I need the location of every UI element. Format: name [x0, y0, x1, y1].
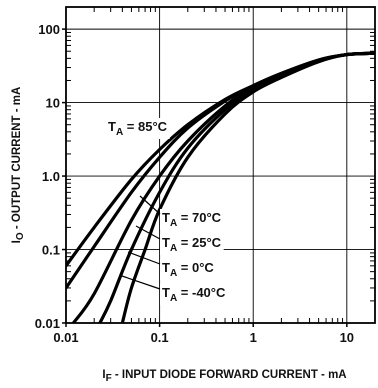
curve-label-bg-1: [160, 209, 224, 230]
curve-label-value: = 70°C: [177, 210, 221, 225]
curve-label-prefix: T: [162, 210, 170, 225]
x-axis-label: IF - INPUT DIODE FORWARD CURRENT - mA: [102, 369, 346, 384]
x-axis-label-sub: F: [106, 373, 112, 384]
y-axis-label-sub: O: [15, 232, 26, 240]
curve-label-value: = 85°C: [123, 119, 167, 134]
y-tick-label-4: 100: [38, 22, 60, 37]
curve-label-2: TA = 25°C: [162, 235, 222, 254]
x-tick-label-3: 10: [340, 330, 354, 345]
curve-label-4: TA = -40°C: [162, 285, 226, 304]
x-tick-label-2: 1: [250, 330, 257, 345]
x-tick-label-0: 0.01: [53, 330, 78, 345]
curve-label-prefix: T: [162, 260, 170, 275]
curve-label-3: TA = 0°C: [162, 260, 214, 279]
y-axis-label: IO - OUTPUT CURRENT - mA: [11, 87, 26, 244]
curve-0: [66, 51, 375, 268]
curve-label-subscript: A: [170, 218, 177, 229]
curve-label-prefix: T: [108, 119, 116, 134]
curve-4: [120, 51, 375, 323]
curve-label-0: TA = 85°C: [108, 119, 168, 138]
leader-line-2: [135, 225, 161, 240]
curve-label-subscript: A: [116, 127, 123, 138]
leader-line-4: [121, 275, 161, 290]
y-tick-label-1: 0.1: [42, 243, 60, 258]
plot-frame: [65, 6, 376, 324]
curve-labels: TA = 85°CTA = 70°CTA = 25°CTA = 0°CTA = …: [108, 119, 226, 304]
curve-label-subscript: A: [170, 293, 177, 304]
leader-line-3: [127, 251, 161, 265]
axis-labels: IF - INPUT DIODE FORWARD CURRENT - mAIO …: [11, 87, 347, 384]
curve-label-backgrounds: [106, 118, 228, 305]
curve-label-value: = 25°C: [177, 235, 221, 250]
curve-label-subscript: A: [170, 243, 177, 254]
tick-marks: [62, 7, 375, 327]
leader-line-1: [139, 195, 161, 215]
y-tick-label-0: 0.01: [35, 316, 60, 331]
grid-lines: [65, 7, 375, 324]
curve-label-bg-0: [106, 118, 170, 139]
x-axis-label-rest: - INPUT DIODE FORWARD CURRENT - mA: [112, 369, 347, 381]
y-tick-label-3: 10: [46, 96, 60, 111]
curve-label-bg-3: [160, 259, 217, 280]
curve-label-value: = 0°C: [177, 260, 214, 275]
curve-label-prefix: T: [162, 285, 170, 300]
curve-label-prefix: T: [162, 235, 170, 250]
tick-labels: 0.01 0.1 1 10 0.01 0.1 1.0 10 100: [35, 22, 354, 345]
x-tick-label-1: 0.1: [151, 330, 169, 345]
curve-label-bg-4: [160, 284, 228, 305]
curve-label-subscript: A: [170, 268, 177, 279]
curve-label-bg-2: [160, 234, 224, 255]
curve-label-value: = -40°C: [177, 285, 226, 300]
x-axis-label-main: I: [102, 369, 105, 381]
curve-leader-lines: [121, 195, 161, 290]
y-axis-label-rest: - OUTPUT CURRENT - mA: [11, 87, 23, 233]
curve-label-1: TA = 70°C: [162, 210, 222, 229]
y-tick-label-2: 1.0: [42, 169, 60, 184]
y-axis-label-main: I: [11, 240, 23, 243]
curves-group: [66, 51, 375, 323]
